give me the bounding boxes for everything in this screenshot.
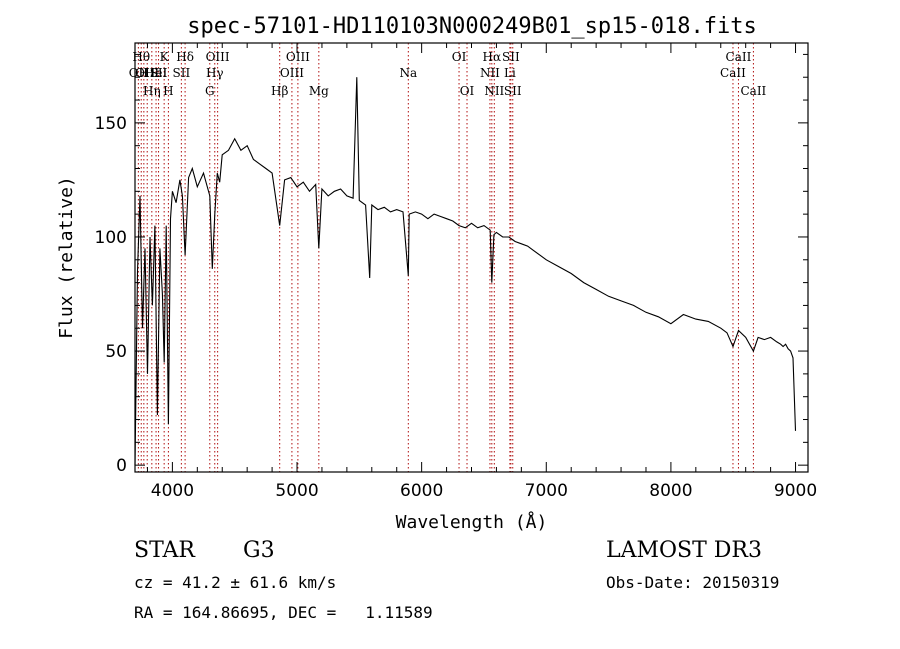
reference-line-label: SII: [173, 66, 191, 80]
redshift-cz: cz = 41.2 ± 61.6 km/s: [134, 573, 337, 592]
reference-line-label: SII: [150, 66, 168, 80]
observation-date: Obs-Date: 20150319: [606, 573, 780, 592]
y-tick-label: 150: [95, 114, 127, 134]
x-tick-label: 5000: [275, 481, 318, 501]
reference-line-label: NII: [480, 66, 500, 80]
axis-ticks: 4000 5000 6000 7000 8000 9000 0 50 100 150: [95, 43, 817, 501]
reference-line-label: Li: [504, 66, 516, 80]
reference-line-label: OIII: [206, 50, 230, 64]
reference-line-label: OIII: [135, 66, 159, 80]
plot-frame: [134, 42, 809, 473]
y-tick-label: 100: [95, 228, 127, 248]
reference-line-label: H: [163, 84, 173, 98]
reference-line-label: Hα: [483, 50, 502, 64]
reference-line-label: NII: [484, 84, 504, 98]
reference-line-label: CaII: [726, 50, 752, 64]
x-axis-title: Wavelength (Å): [396, 511, 548, 533]
reference-line-label: Na: [399, 66, 417, 80]
reference-line-label: CaII: [720, 66, 746, 80]
reference-lines: [137, 43, 754, 472]
reference-line-label: Hθ: [132, 50, 150, 64]
coordinates: RA = 164.86695, DEC = 1.11589: [134, 603, 433, 622]
reference-line-label: OI: [460, 84, 475, 98]
reference-line-label: OIII: [280, 66, 304, 80]
reference-line-label: K: [160, 50, 170, 64]
y-axis-title: Flux (relative): [56, 176, 77, 339]
reference-line-label: OII: [129, 66, 149, 80]
x-tick-label: 7000: [525, 481, 568, 501]
reference-line-label: Hη: [143, 84, 161, 98]
x-tick-label: 8000: [649, 481, 692, 501]
reference-line-label: Mg: [309, 84, 329, 98]
subclass: G3: [243, 538, 275, 563]
reference-line-label: SII: [504, 84, 522, 98]
y-tick-label: 50: [105, 342, 127, 362]
object-type: STAR: [134, 538, 195, 563]
reference-line-label: H: [139, 66, 149, 80]
x-tick-label: 9000: [774, 481, 817, 501]
x-tick-label: 4000: [151, 481, 194, 501]
reference-line-labels: OIIHθHOIIIHηHeISIIKHSIIHδGHγOIIIHβOIIIOI…: [129, 50, 767, 98]
reference-line-label: OI: [452, 50, 467, 64]
chart-title: spec-57101-HD110103N000249B01_sp15-018.f…: [187, 14, 757, 39]
reference-line-label: SII: [502, 50, 520, 64]
x-tick-label: 6000: [400, 481, 443, 501]
reference-line-label: G: [205, 84, 215, 98]
y-tick-label: 0: [116, 456, 127, 476]
reference-line-label: CaII: [740, 84, 766, 98]
spectrum-series-line: [134, 77, 797, 466]
reference-line-label: HeI: [145, 66, 168, 80]
reference-line-label: Hδ: [176, 50, 194, 64]
reference-line-label: OIII: [286, 50, 310, 64]
reference-line-label: Hγ: [206, 66, 224, 80]
reference-line-label: Hβ: [271, 84, 288, 98]
survey-name: LAMOST DR3: [606, 538, 762, 563]
